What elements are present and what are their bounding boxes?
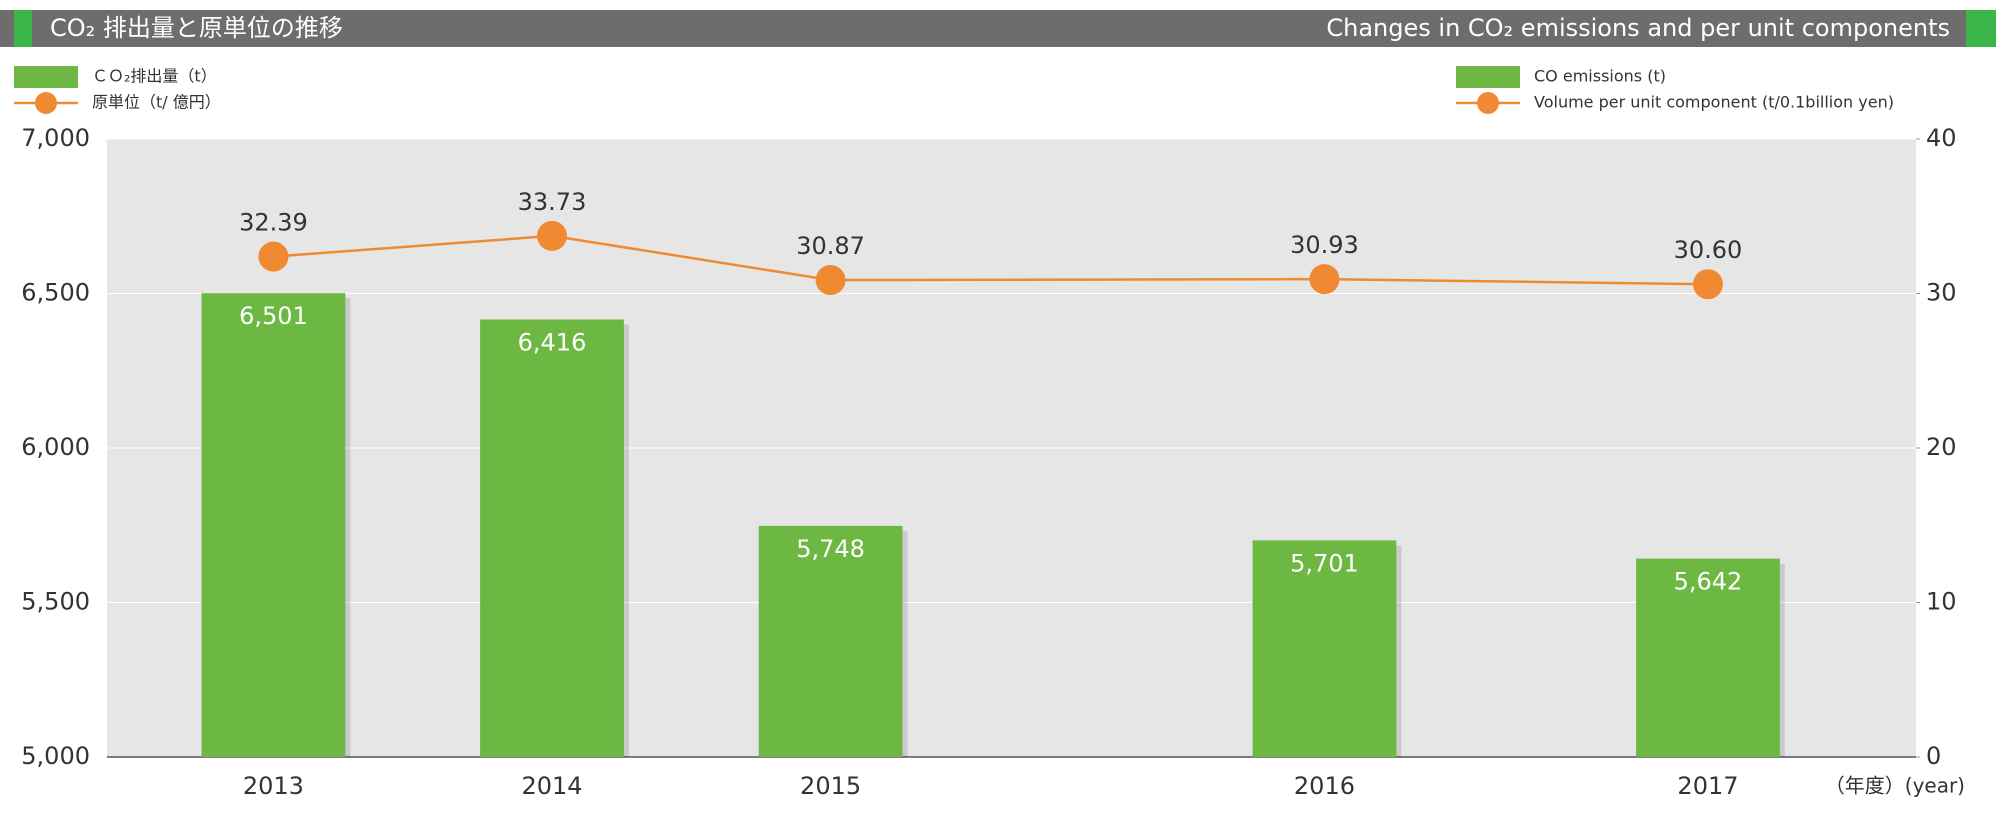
legend-label: Volume per unit component (t/0.1billion … [1534,93,1894,112]
legend-swatch [1477,92,1499,114]
bar-value-label: 6,416 [518,328,587,356]
y2-tick-label: 20 [1926,433,1957,461]
y2-tick-label: 40 [1926,124,1957,152]
legend-label: 原単位（t/ 億円） [92,93,221,112]
y2-tick-label: 0 [1926,742,1941,770]
y2-tick-label: 10 [1926,588,1957,616]
line-value-label: 30.93 [1290,231,1359,259]
line-point [537,220,568,251]
y-tick-label: 6,000 [21,433,90,461]
chart-subtitle: Changes in CO₂ emissions and per unit co… [1326,14,1950,42]
x-tick-label: 2013 [243,772,304,800]
chart-title: CO₂ 排出量と原単位の推移 [50,14,343,42]
y2-tick-label: 30 [1926,279,1957,307]
legend-swatch [35,92,57,114]
line-point [258,241,289,272]
bar-value-label: 5,642 [1674,568,1743,596]
legend-swatch [14,66,78,88]
bar [758,525,903,757]
bar [1252,540,1397,757]
line-value-label: 30.60 [1674,236,1743,264]
title-accent [14,10,32,47]
legend-label: CO emissions (t) [1534,67,1666,86]
bar-value-label: 5,748 [796,535,865,563]
legend-label: ＣＯ₂排出量（t） [92,67,217,86]
x-tick-label: 2014 [521,772,582,800]
x-unit-label: （年度）(year) [1825,774,1965,798]
bar [1636,558,1780,757]
x-tick-label: 2017 [1677,772,1738,800]
bar-value-label: 6,501 [239,302,308,330]
x-tick-label: 2015 [800,772,861,800]
line-value-label: 30.87 [796,232,865,260]
y-tick-label: 6,500 [21,279,90,307]
line-point [815,265,846,296]
title-bar [0,10,1996,47]
bar [201,293,346,757]
y-tick-label: 7,000 [21,124,90,152]
bar [480,319,624,757]
y-tick-label: 5,000 [21,742,90,770]
legend-swatch [1456,66,1520,88]
line-value-label: 32.39 [239,209,308,237]
x-tick-label: 2016 [1294,772,1355,800]
line-point [1692,269,1723,300]
line-value-label: 33.73 [518,188,587,216]
bar-value-label: 5,701 [1290,549,1359,577]
line-point [1309,264,1340,295]
title-accent [1966,10,1996,47]
y-tick-label: 5,500 [21,588,90,616]
